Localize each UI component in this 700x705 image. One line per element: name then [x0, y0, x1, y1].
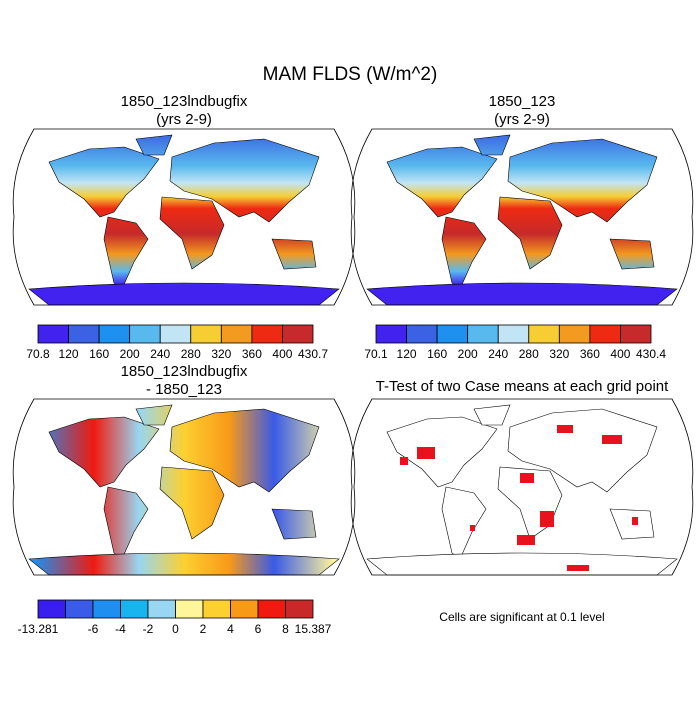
- colorbar-box: [251, 324, 283, 344]
- panel-title: - 1850_123: [146, 381, 222, 398]
- colorbar-box: [147, 599, 176, 619]
- colorbar-box: [65, 599, 94, 619]
- significant-cells: [400, 425, 638, 571]
- colorbar-box: [37, 599, 66, 619]
- colorbar-box: [37, 324, 69, 344]
- colorbar-label: 120: [59, 347, 79, 361]
- colorbar-label: 8: [282, 622, 289, 636]
- colorbar-box: [159, 324, 192, 344]
- figure-title: MAM FLDS (W/m^2): [263, 64, 438, 85]
- colorbar-box: [528, 324, 560, 344]
- colorbar-label: 430.7: [298, 347, 328, 361]
- panel-title: 1850_123lndbugfix: [121, 363, 248, 380]
- colorbar-label: 4: [227, 622, 234, 636]
- land: [366, 134, 678, 306]
- colorbar-box: [558, 324, 591, 344]
- colorbar-box: [467, 324, 499, 344]
- colorbar-box: [375, 324, 407, 344]
- panel-title: 1850_123: [489, 93, 556, 110]
- colorbar-box: [190, 324, 222, 344]
- colorbar-label: 400: [610, 347, 630, 361]
- colorbar-label: 160: [427, 347, 447, 361]
- colorbar-label: 200: [458, 347, 478, 361]
- colorbar-label: 15.387: [295, 622, 332, 636]
- colorbar-box: [220, 324, 253, 344]
- colorbar-box: [282, 324, 314, 344]
- land: [28, 404, 340, 576]
- note: Cells are significant at 0.1 level: [439, 610, 604, 624]
- panel-title: (yrs 2-9): [156, 111, 212, 128]
- colorbar-box: [230, 599, 259, 619]
- colorbar-label: 280: [181, 347, 201, 361]
- colorbar-box: [92, 599, 121, 619]
- colorbar-box: [285, 599, 314, 619]
- colorbar-label: 360: [580, 347, 600, 361]
- panel-title: T-Test of two Case means at each grid po…: [376, 378, 669, 395]
- map-panel: [12, 128, 356, 306]
- colorbar-box: [589, 324, 621, 344]
- colorbar-label: 240: [488, 347, 508, 361]
- colorbar-label: -4: [115, 622, 126, 636]
- colorbar-box: [406, 324, 438, 344]
- colorbar-label: 70.1: [364, 347, 388, 361]
- panel-title: 1850_123lndbugfix: [121, 93, 248, 110]
- colorbar-box: [257, 599, 286, 619]
- colorbar-label: 320: [549, 347, 569, 361]
- map-panel: [350, 128, 694, 306]
- colorbar-label: 0: [172, 622, 179, 636]
- colorbar-label: 320: [211, 347, 231, 361]
- colorbar-box: [98, 324, 131, 344]
- colorbar-label: 280: [519, 347, 539, 361]
- panel-title: (yrs 2-9): [494, 111, 550, 128]
- map-panel: [12, 398, 356, 576]
- colorbar-label: -2: [143, 622, 154, 636]
- colorbar-label: 400: [272, 347, 292, 361]
- colorbar-box: [497, 324, 530, 344]
- colorbar-box: [129, 324, 161, 344]
- colorbar-box: [120, 599, 149, 619]
- colorbar-label: 120: [397, 347, 417, 361]
- land: [28, 134, 340, 306]
- colorbar-box: [202, 599, 231, 619]
- land: [366, 404, 678, 576]
- colorbar-label: 160: [89, 347, 109, 361]
- colorbar-box: [620, 324, 652, 344]
- map-panel: [350, 398, 694, 576]
- colorbar-label: 360: [242, 347, 262, 361]
- colorbar-label: 430.4: [636, 347, 666, 361]
- colorbar-label: 200: [120, 347, 140, 361]
- colorbar-label: 6: [255, 622, 262, 636]
- colorbar-label: 240: [150, 347, 170, 361]
- colorbar-label: -6: [88, 622, 99, 636]
- colorbar-box: [68, 324, 100, 344]
- colorbar-label: 2: [200, 622, 207, 636]
- colorbar-label: -13.281: [18, 622, 59, 636]
- colorbar-box: [175, 599, 204, 619]
- colorbar-label: 70.8: [26, 347, 50, 361]
- colorbar-box: [436, 324, 469, 344]
